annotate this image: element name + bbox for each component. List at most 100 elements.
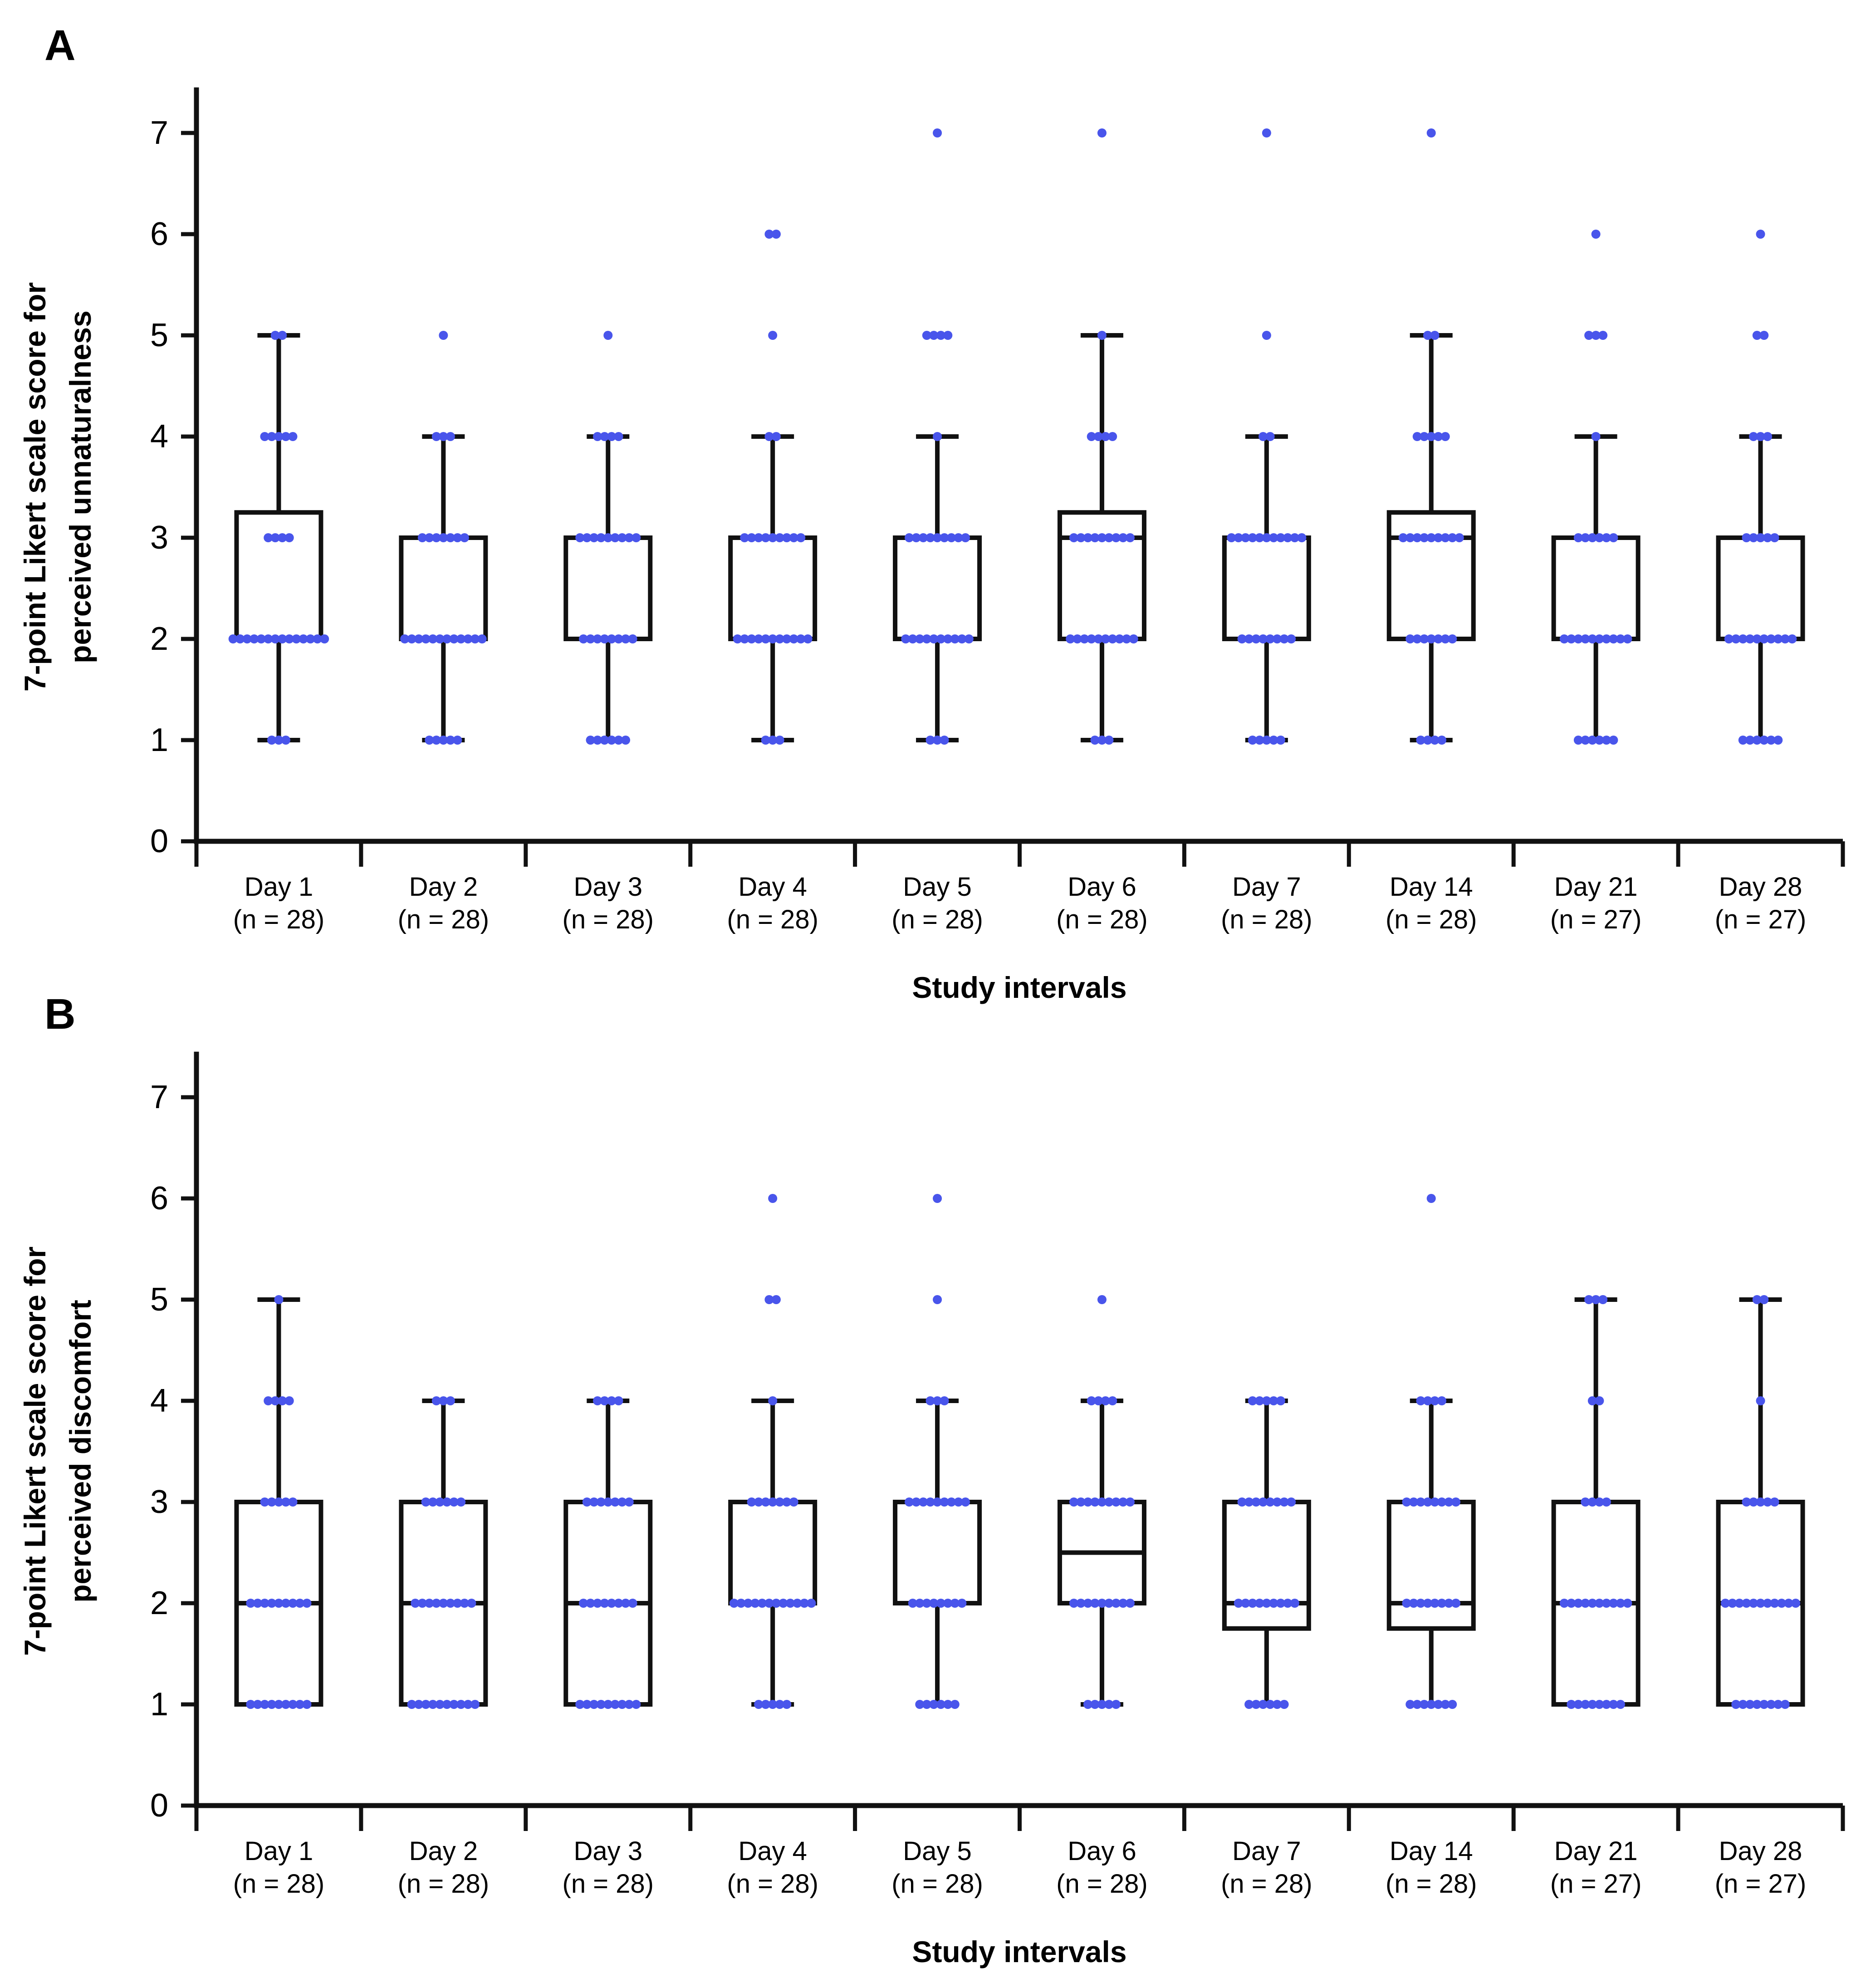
- data-point-dot: [1108, 432, 1117, 441]
- data-point-dot: [1601, 1497, 1611, 1507]
- data-point-dot: [1595, 533, 1604, 542]
- data-point-dot: [295, 1700, 304, 1709]
- data-point-dot: [414, 634, 424, 643]
- data-point-dot: [1279, 634, 1289, 643]
- data-point-dot: [1598, 1295, 1608, 1304]
- data-point-dot: [596, 1497, 606, 1507]
- data-point-dot: [736, 1599, 746, 1608]
- data-point-dot: [1581, 736, 1590, 745]
- data-point-dot: [1273, 1700, 1282, 1709]
- data-point-dot: [463, 634, 473, 643]
- data-point-dot: [1451, 1497, 1460, 1507]
- data-point-dot: [771, 230, 781, 239]
- data-point-dot: [607, 1396, 616, 1405]
- data-point-dot: [911, 1497, 921, 1507]
- data-point-dot: [456, 1497, 466, 1507]
- data-point-dot: [764, 1295, 774, 1304]
- data-point-dot: [621, 634, 630, 643]
- data-point-dot: [1724, 634, 1734, 643]
- data-point-dot: [1101, 1396, 1110, 1405]
- data-point-dot: [281, 1497, 290, 1507]
- x-category-label: Day 14: [1390, 872, 1473, 902]
- data-point-dot: [1749, 1497, 1758, 1507]
- data-point-dot: [803, 634, 813, 643]
- data-point-dot: [274, 1599, 284, 1608]
- data-point-dot: [799, 1599, 809, 1608]
- data-point-dot: [1420, 634, 1429, 643]
- x-category-label: Day 7: [1232, 872, 1301, 902]
- data-point-dot: [754, 533, 764, 542]
- data-point-dot: [1416, 736, 1425, 745]
- data-point-dot: [1265, 634, 1275, 643]
- data-point-dot: [1573, 736, 1583, 745]
- data-point-dot: [439, 331, 448, 340]
- data-point-dot: [274, 736, 284, 745]
- y-tick-label: 0: [150, 1787, 168, 1824]
- data-point-dot: [270, 331, 280, 340]
- data-point-dot: [1290, 1599, 1299, 1608]
- data-point-dot: [1759, 1700, 1769, 1709]
- data-point-dot: [1763, 432, 1773, 441]
- data-point-dot: [593, 1396, 602, 1405]
- data-point-dot: [1595, 736, 1604, 745]
- data-point-dot: [1573, 533, 1583, 542]
- y-tick-label: 6: [150, 1180, 168, 1217]
- data-point-dot: [789, 533, 798, 542]
- data-point-dot: [1269, 533, 1278, 542]
- data-point-dot: [1777, 1599, 1787, 1608]
- data-point-dot: [1745, 736, 1755, 745]
- data-point-dot: [1731, 634, 1741, 643]
- data-point-dot: [1591, 331, 1601, 340]
- data-point-dot: [1244, 1700, 1254, 1709]
- x-category-label: Day 2: [409, 1836, 478, 1866]
- data-point-dot: [1752, 1295, 1762, 1304]
- data-point-dot: [439, 736, 448, 745]
- data-point-dot: [1080, 634, 1089, 643]
- data-point-dot: [1591, 1295, 1601, 1304]
- data-point-dot: [954, 533, 963, 542]
- data-point-dot: [1412, 533, 1422, 542]
- data-point-dot: [1115, 634, 1124, 643]
- data-point-dot: [1735, 1599, 1744, 1608]
- data-point-dot: [740, 533, 749, 542]
- data-point-dot: [1601, 533, 1611, 542]
- data-point-dot: [593, 634, 602, 643]
- data-point-dot: [768, 1194, 778, 1203]
- data-point-dot: [281, 736, 290, 745]
- data-point-dot: [926, 736, 935, 745]
- data-point-dot: [1262, 533, 1271, 542]
- data-point-dot: [1581, 1497, 1590, 1507]
- data-point-dot: [750, 1599, 760, 1608]
- data-point-dot: [274, 1497, 284, 1507]
- iqr-box: [1386, 1500, 1476, 1631]
- data-point-dot: [1069, 1599, 1078, 1608]
- data-point-dot: [1587, 736, 1597, 745]
- data-point-dot: [1104, 736, 1114, 745]
- data-point-dot: [1111, 533, 1121, 542]
- data-point-dot: [908, 1599, 917, 1608]
- iqr-box: [399, 535, 488, 641]
- data-point-dot: [449, 1700, 459, 1709]
- data-point-dot: [1581, 634, 1590, 643]
- data-point-dot: [1763, 533, 1773, 542]
- data-point-dot: [614, 634, 623, 643]
- data-point-dot: [1265, 432, 1275, 441]
- x-category-label: Day 28: [1719, 872, 1802, 902]
- data-point-dot: [1752, 634, 1762, 643]
- panel-a-plot-area: 0 1 2 3 4 5 6 7 Day 1 (n = 28) Day 2 (n = 28) Day 3 (…: [150, 87, 1845, 934]
- x-category-n-label: (n = 28): [233, 905, 325, 934]
- data-point-dot: [1255, 1396, 1264, 1405]
- data-point-dot: [1601, 736, 1611, 745]
- data-point-dot: [1745, 1700, 1755, 1709]
- x-category-label: Day 28: [1719, 1836, 1802, 1866]
- x-category-n-label: (n = 27): [1550, 905, 1642, 934]
- data-point-dot: [1581, 1599, 1590, 1608]
- data-point-dot: [260, 1497, 269, 1507]
- data-point-dot: [1567, 1599, 1576, 1608]
- data-point-dot: [246, 1599, 255, 1608]
- data-point-dot: [417, 533, 427, 542]
- data-point-dot: [1072, 634, 1082, 643]
- data-point-dot: [768, 1497, 778, 1507]
- data-point-dot: [593, 1599, 602, 1608]
